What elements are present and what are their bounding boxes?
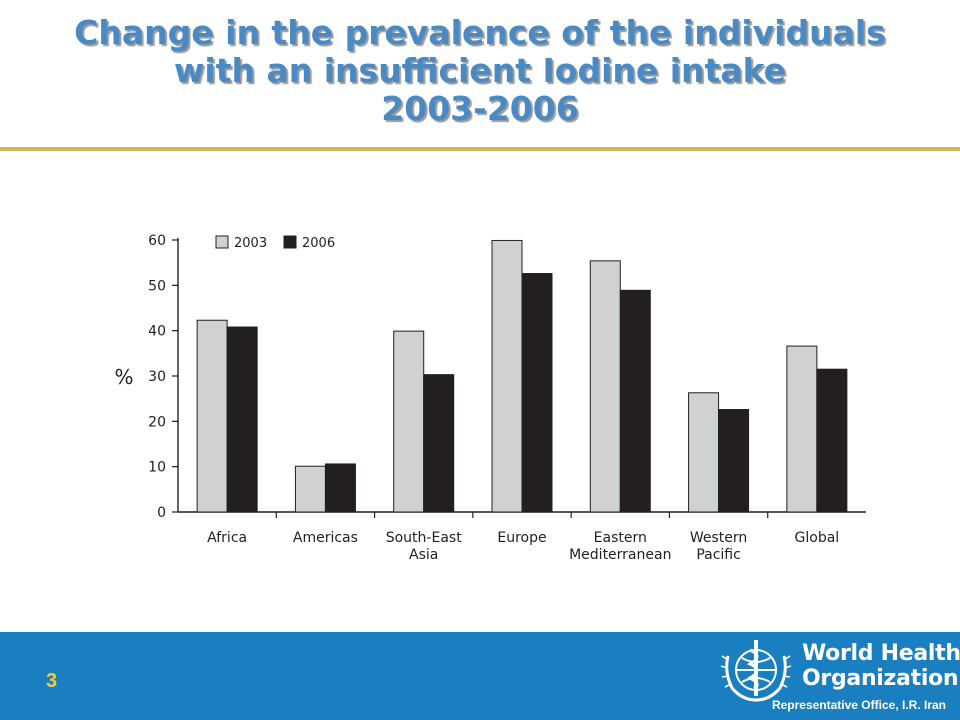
legend-label-2003: 2003 [234, 236, 267, 251]
x-tick-label: Western [690, 530, 747, 546]
who-emblem-icon [720, 640, 792, 702]
bar-2003 [294, 465, 326, 513]
title-line-2: with an insufficient Iodine intake [173, 51, 787, 90]
x-tick-label: Asia [409, 547, 438, 563]
bar-2003 [589, 260, 621, 513]
x-tick-label: Global [795, 530, 840, 546]
bar-2003 [393, 330, 425, 513]
y-tick-label: 20 [148, 414, 166, 430]
bar-chart: 0 10 20 30 40 50 60% Africa Americas South-EastA… [114, 233, 866, 563]
organization-name-line-2: Organization [802, 666, 959, 691]
bar-2006 [718, 409, 750, 513]
y-tick-label: 0 [157, 505, 166, 521]
title-line-3: 2003-2006 [381, 89, 579, 128]
legend-swatch-2006 [283, 235, 297, 249]
y-tick-label: 30 [148, 369, 166, 385]
bar-2003 [786, 345, 818, 513]
y-tick-label: 50 [148, 278, 166, 294]
y-tick-label: 60 [148, 233, 166, 249]
x-tick-label: Pacific [696, 547, 741, 563]
y-tick-label: 40 [148, 324, 166, 340]
x-tick-label: Americas [293, 530, 358, 546]
x-tick-label: Mediterranean [569, 547, 671, 563]
bar-2003 [196, 319, 228, 513]
x-tick-label: Eastern [594, 530, 647, 546]
x-tick-label: Africa [207, 530, 247, 546]
y-axis-label: % [114, 365, 133, 389]
page-number: 3 [46, 670, 58, 692]
slide-title: Change in the prevalence of the individu… [0, 14, 960, 128]
bar-2003 [491, 239, 523, 513]
bar-2006 [816, 368, 848, 513]
legend-swatch-2003 [215, 235, 229, 249]
bar-2006 [226, 326, 258, 513]
title-line-1: Change in the prevalence of the individu… [74, 13, 886, 52]
title-divider [0, 147, 960, 151]
organization-name-line-1: World Health [802, 641, 960, 666]
bar-2006 [521, 273, 553, 513]
footer-bar [0, 632, 960, 720]
office-label: Representative Office, I.R. Iran [771, 698, 946, 712]
bar-2006 [619, 289, 651, 513]
y-tick-label: 10 [148, 460, 166, 476]
legend-label-2006: 2006 [302, 236, 335, 251]
bar-2006 [324, 463, 356, 513]
bar-2003 [688, 392, 720, 513]
x-tick-label: Europe [497, 530, 546, 546]
x-tick-label: South-East [386, 530, 462, 546]
bar-2006 [423, 374, 455, 513]
organization-name: World Health Organization [802, 641, 960, 691]
